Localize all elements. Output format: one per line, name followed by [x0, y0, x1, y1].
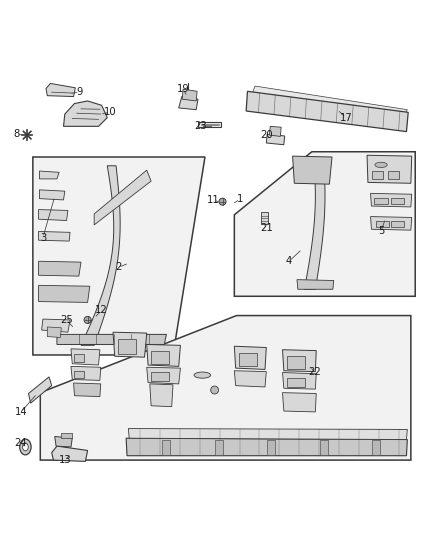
Text: 20: 20 — [260, 130, 272, 140]
Polygon shape — [33, 157, 205, 355]
Text: 3: 3 — [40, 232, 46, 243]
Polygon shape — [28, 377, 52, 403]
Ellipse shape — [375, 162, 387, 167]
Text: 22: 22 — [308, 367, 321, 377]
Polygon shape — [71, 349, 100, 365]
Polygon shape — [372, 440, 380, 455]
Text: 14: 14 — [15, 407, 27, 417]
Polygon shape — [297, 280, 334, 289]
Polygon shape — [118, 339, 136, 354]
Polygon shape — [283, 373, 316, 389]
Polygon shape — [371, 216, 412, 230]
Polygon shape — [182, 89, 197, 101]
Polygon shape — [57, 334, 166, 344]
Polygon shape — [94, 170, 151, 225]
Polygon shape — [40, 316, 411, 460]
Polygon shape — [52, 446, 88, 462]
Polygon shape — [246, 91, 408, 132]
Polygon shape — [287, 356, 305, 369]
Polygon shape — [283, 393, 316, 412]
Polygon shape — [304, 158, 325, 289]
Text: 5: 5 — [378, 227, 384, 237]
Text: 24: 24 — [15, 438, 27, 448]
Polygon shape — [367, 155, 412, 183]
Circle shape — [84, 317, 91, 324]
Polygon shape — [376, 221, 389, 227]
Polygon shape — [391, 198, 404, 204]
Polygon shape — [269, 126, 281, 136]
Polygon shape — [39, 231, 70, 241]
Polygon shape — [234, 371, 266, 387]
Text: 10: 10 — [104, 107, 117, 117]
Text: 1: 1 — [237, 194, 243, 204]
Polygon shape — [391, 221, 404, 227]
Polygon shape — [39, 171, 59, 179]
Text: 11: 11 — [207, 195, 220, 205]
Text: 8: 8 — [14, 129, 20, 139]
Polygon shape — [64, 101, 107, 126]
Polygon shape — [42, 319, 70, 332]
Ellipse shape — [20, 439, 31, 455]
Polygon shape — [46, 84, 75, 96]
Circle shape — [211, 386, 219, 394]
Text: 12: 12 — [95, 305, 108, 316]
Polygon shape — [55, 437, 72, 447]
Polygon shape — [128, 429, 407, 440]
Ellipse shape — [194, 372, 211, 378]
Polygon shape — [151, 351, 169, 364]
Polygon shape — [215, 440, 223, 455]
Polygon shape — [74, 383, 101, 397]
Polygon shape — [198, 122, 221, 127]
Polygon shape — [74, 354, 84, 362]
Polygon shape — [374, 198, 388, 204]
Polygon shape — [162, 440, 170, 455]
Text: 25: 25 — [60, 315, 73, 325]
Polygon shape — [283, 350, 316, 372]
Polygon shape — [234, 346, 266, 369]
Polygon shape — [81, 166, 120, 345]
Polygon shape — [39, 285, 90, 302]
Polygon shape — [39, 261, 81, 276]
Polygon shape — [74, 371, 84, 378]
Text: 19: 19 — [177, 84, 190, 94]
Polygon shape — [287, 378, 305, 386]
Polygon shape — [252, 86, 407, 117]
Circle shape — [219, 198, 226, 205]
Polygon shape — [388, 171, 399, 179]
Ellipse shape — [23, 443, 28, 451]
Polygon shape — [266, 134, 285, 145]
Polygon shape — [126, 438, 407, 456]
Polygon shape — [234, 152, 415, 296]
Polygon shape — [150, 384, 173, 407]
Polygon shape — [372, 171, 383, 179]
Polygon shape — [71, 366, 101, 381]
Polygon shape — [267, 440, 275, 455]
Polygon shape — [147, 344, 180, 366]
Polygon shape — [113, 332, 147, 357]
Polygon shape — [239, 353, 257, 366]
Polygon shape — [293, 156, 332, 184]
Polygon shape — [371, 193, 412, 207]
Polygon shape — [61, 433, 72, 438]
Text: 13: 13 — [59, 455, 71, 465]
Text: 2: 2 — [115, 262, 121, 272]
Text: 9: 9 — [77, 87, 83, 97]
Text: 17: 17 — [339, 112, 353, 123]
Text: 21: 21 — [260, 223, 273, 233]
Polygon shape — [151, 372, 169, 381]
Polygon shape — [320, 440, 328, 455]
Polygon shape — [39, 209, 68, 221]
Text: 23: 23 — [194, 122, 207, 131]
Text: 4: 4 — [286, 256, 292, 266]
Polygon shape — [147, 367, 180, 384]
Polygon shape — [39, 190, 65, 200]
Polygon shape — [179, 96, 198, 110]
Polygon shape — [47, 327, 61, 337]
Polygon shape — [261, 212, 268, 223]
